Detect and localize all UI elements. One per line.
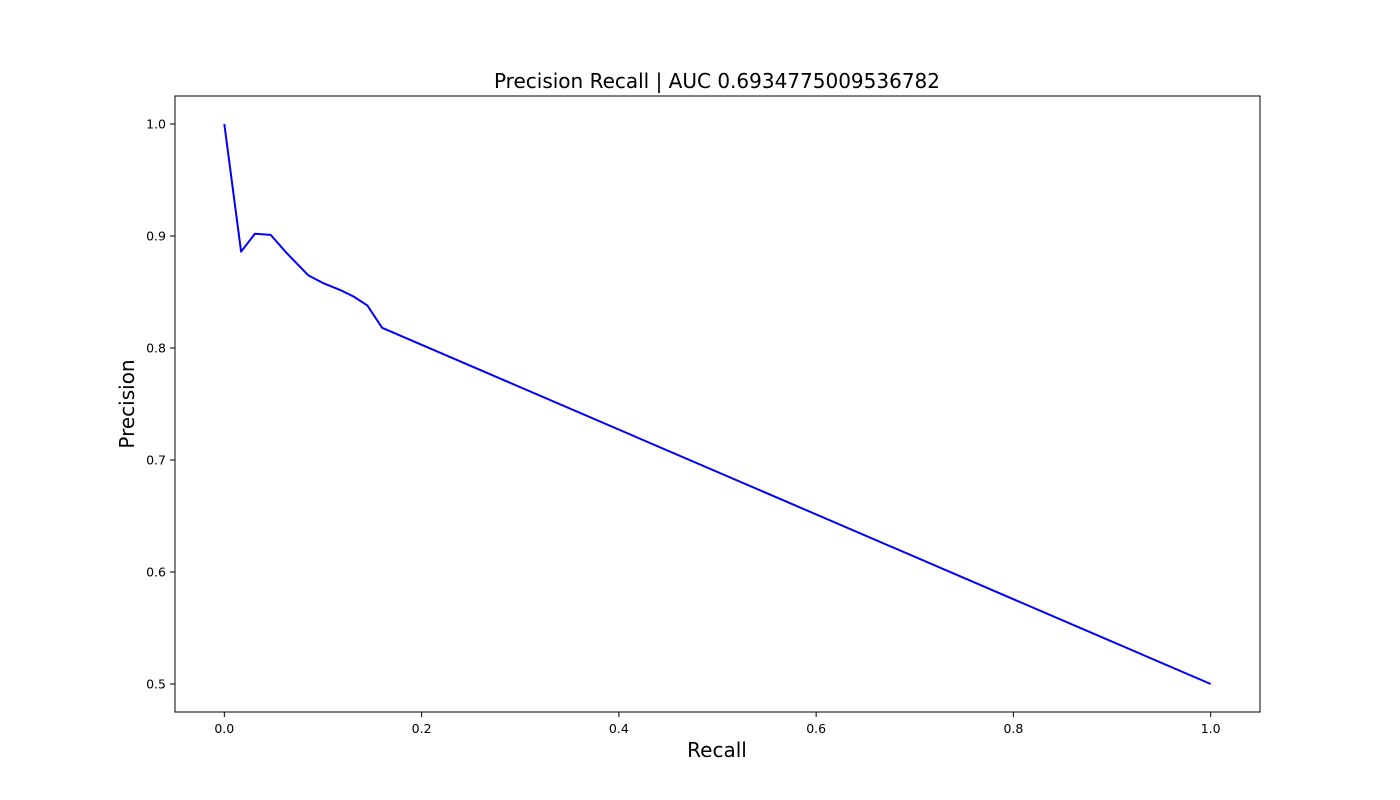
x-axis-label: Recall	[687, 738, 747, 762]
y-axis-label: Precision	[115, 359, 139, 448]
x-tick-label: 0.4	[609, 721, 629, 736]
axes-frame	[174, 95, 1261, 713]
x-tick-label: 0.8	[1003, 721, 1023, 736]
y-axis-ticks: 0.5 0.6 0.7 0.8 0.9 1.0	[146, 117, 175, 692]
y-tick-label: 0.7	[146, 453, 166, 468]
plot-area	[223, 123, 1212, 685]
x-tick-label: 0.6	[806, 721, 826, 736]
x-axis-ticks: 0.0 0.2 0.4 0.6 0.8 1.0	[214, 712, 1221, 736]
x-tick-label: 0.2	[412, 721, 432, 736]
y-tick-label: 0.5	[146, 677, 166, 692]
x-tick-label: 0.0	[214, 721, 234, 736]
y-tick-label: 0.9	[146, 229, 166, 244]
chart-title: Precision Recall | AUC 0.693477500953678…	[494, 69, 940, 93]
y-tick-label: 0.8	[146, 341, 166, 356]
pr-curve-line	[223, 123, 1212, 685]
x-tick-label: 1.0	[1201, 721, 1221, 736]
y-tick-label: 0.6	[146, 565, 166, 580]
y-tick-label: 1.0	[146, 117, 166, 132]
